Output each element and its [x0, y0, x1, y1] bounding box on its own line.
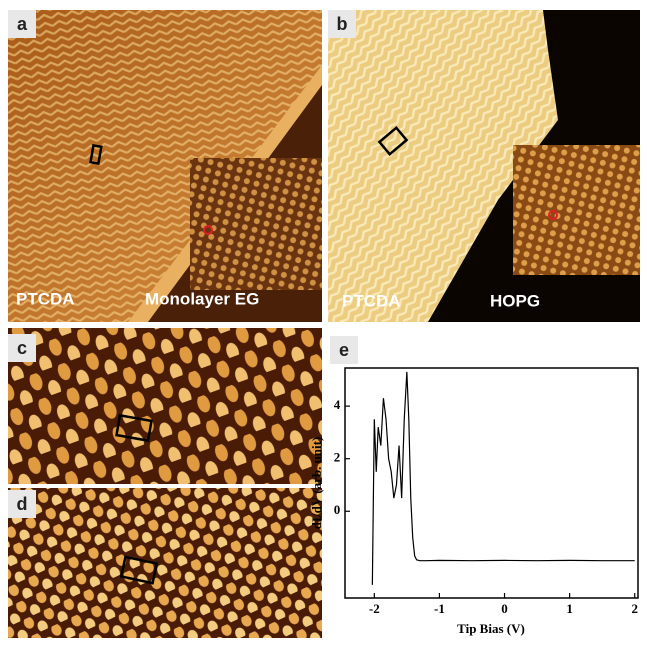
y-tick-label: 4 — [334, 397, 341, 412]
plot-frame — [345, 368, 638, 598]
image-label: PTCDA — [342, 291, 401, 310]
panel-d-image — [8, 488, 322, 638]
panel-c-image — [8, 328, 322, 484]
panel-letter: c — [17, 338, 27, 358]
inset-lattice — [190, 158, 322, 290]
image-label: PTCDA — [16, 289, 75, 308]
spectrum-line — [372, 372, 634, 585]
y-tick-label: 0 — [334, 502, 341, 517]
panel-letter: a — [17, 14, 28, 34]
x-tick-label: -2 — [369, 601, 380, 616]
x-tick-label: 2 — [631, 601, 638, 616]
molecules — [8, 328, 322, 484]
panel-letter: b — [337, 14, 348, 34]
image-label: HOPG — [490, 291, 540, 310]
panel-letter: e — [339, 340, 349, 360]
inset-lattice — [513, 145, 640, 275]
x-tick-label: 1 — [566, 601, 573, 616]
figure: a b c d e PTCDA Monolayer EG PTCDA HOPG … — [0, 0, 647, 640]
molecules — [8, 488, 322, 638]
image-label: Monolayer EG — [145, 289, 259, 308]
y-axis-label: dI/dV (arb. unit) — [309, 437, 324, 530]
panel-a-image — [8, 10, 322, 322]
x-tick-label: 0 — [501, 601, 508, 616]
panel-b-image — [328, 10, 640, 322]
x-axis-label: Tip Bias (V) — [457, 621, 525, 636]
y-tick-label: 2 — [334, 450, 341, 465]
x-tick-label: -1 — [434, 601, 445, 616]
panel-letter: d — [17, 494, 28, 514]
